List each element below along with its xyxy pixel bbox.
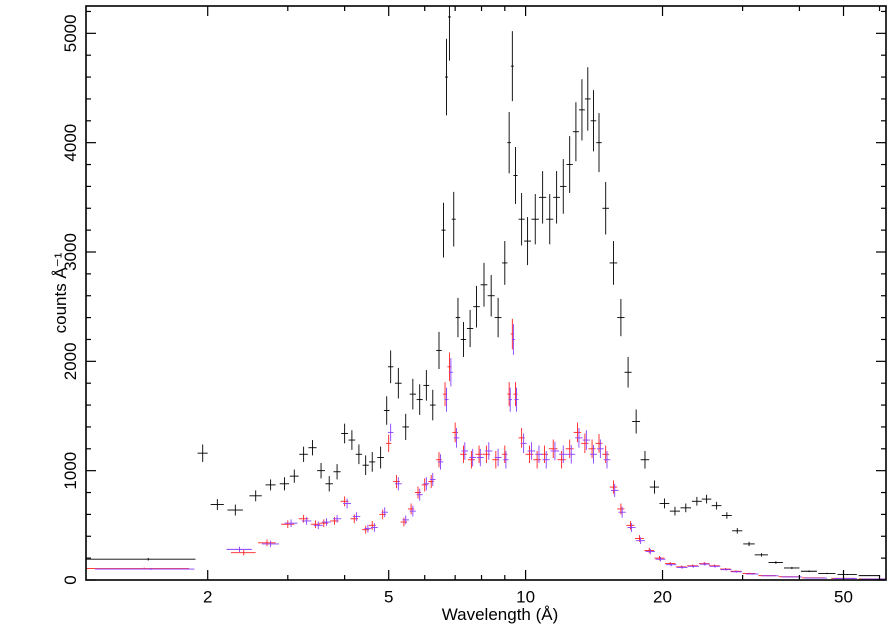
y-tick-label: 0: [61, 575, 80, 584]
y-tick-label: 2000: [61, 342, 80, 380]
x-tick-label: 2: [203, 587, 212, 606]
x-tick-label: 50: [834, 587, 853, 606]
x-tick-label: 5: [384, 587, 393, 606]
y-tick-label: 5000: [61, 14, 80, 52]
x-tick-label: 10: [516, 587, 535, 606]
plot-area: [86, 6, 886, 580]
y-axis-title: counts Å⁻¹: [51, 252, 70, 333]
plot-frame: [85, 5, 887, 581]
x-tick-label: 20: [653, 587, 672, 606]
y-tick-label: 1000: [61, 452, 80, 490]
x-axis-title: Wavelength (Å): [442, 605, 559, 624]
y-tick-label: 4000: [61, 124, 80, 162]
y-tick-label: 3000: [61, 233, 80, 271]
